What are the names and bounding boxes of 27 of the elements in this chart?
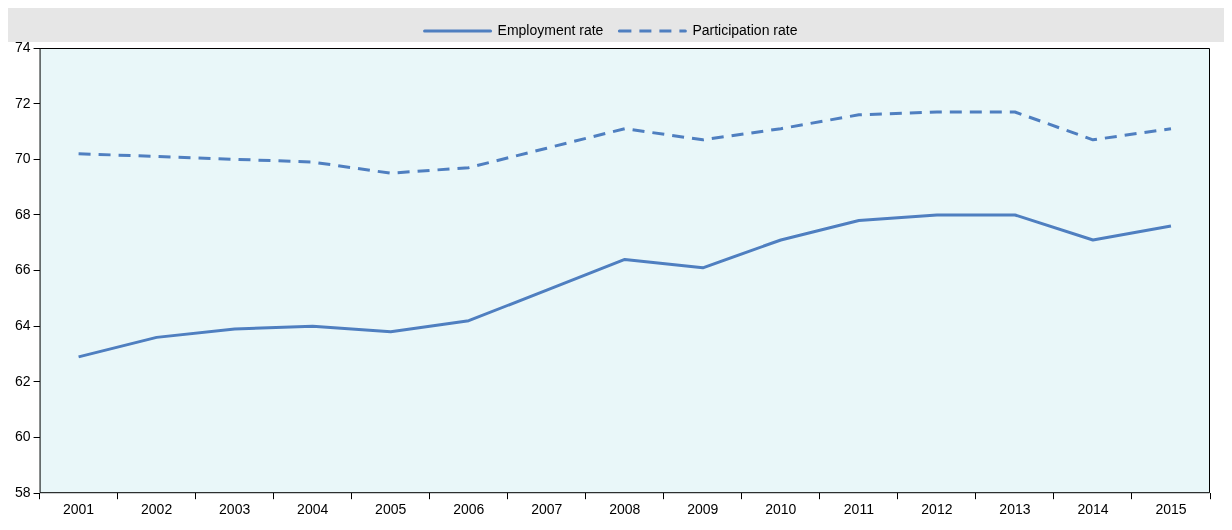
x-tick-label: 2013 <box>999 501 1031 518</box>
x-tick-label: 2011 <box>843 501 875 518</box>
x-tick-label: 2006 <box>453 501 485 518</box>
line-series <box>77 110 1173 175</box>
y-tick-label: 72 <box>14 94 31 111</box>
x-tick-label: 2003 <box>219 501 251 518</box>
x-tick-label: 2005 <box>375 501 407 518</box>
x-tick-label: 2007 <box>531 501 563 518</box>
x-tick-label: 2014 <box>1077 501 1109 518</box>
y-tick-label: 58 <box>14 484 31 501</box>
x-tick-label: 2012 <box>921 501 953 518</box>
x-tick-label: 2015 <box>1155 501 1187 518</box>
y-tick-label: 60 <box>14 428 31 445</box>
legend-label: Employment rate <box>497 21 604 38</box>
y-tick-label: 62 <box>14 372 31 389</box>
x-tick-label: 2010 <box>765 501 797 518</box>
x-tick-label: 2009 <box>687 501 719 518</box>
x-tick-label: 2008 <box>609 501 641 518</box>
y-tick-label: 64 <box>14 317 31 334</box>
y-tick-label: 70 <box>14 150 31 167</box>
y-tick-label: 66 <box>14 261 31 278</box>
y-tick-label: 74 <box>14 38 31 55</box>
legend-label: Participation rate <box>692 21 798 38</box>
x-tick-label: 2001 <box>63 501 95 518</box>
x-tick-label: 2004 <box>297 501 329 518</box>
y-tick-label: 68 <box>14 205 31 222</box>
x-tick-label: 2002 <box>141 501 173 518</box>
